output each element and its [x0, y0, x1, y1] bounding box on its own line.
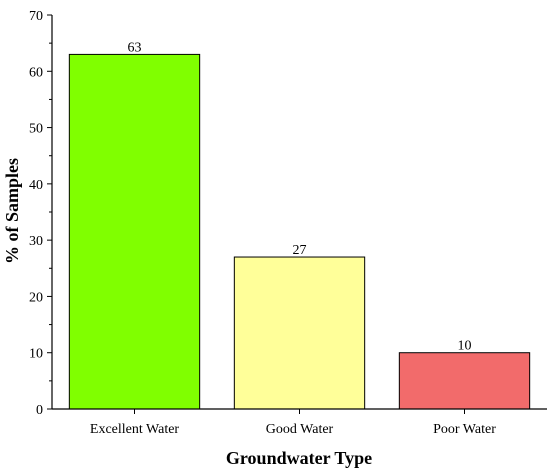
x-tick-label: Good Water [266, 422, 334, 437]
bar-value-label: 27 [293, 243, 307, 258]
x-tick-label: Excellent Water [90, 422, 180, 437]
y-axis-ticks: 0 10 20 30 40 50 60 70 [29, 9, 52, 418]
y-tick-label: 0 [36, 403, 43, 418]
y-tick-label: 60 [29, 65, 43, 80]
y-tick-label: 70 [29, 9, 43, 24]
x-tick-label: Poor Water [433, 422, 496, 437]
bar-value-label: 10 [458, 339, 472, 354]
bars: 63 27 10 [68, 40, 531, 410]
y-tick-label: 50 [29, 122, 43, 137]
x-axis-title: Groundwater Type [226, 448, 372, 468]
y-tick-label: 20 [29, 290, 43, 305]
y-axis-title: % of Samples [2, 158, 22, 264]
y-tick-label: 40 [29, 178, 43, 193]
bar [398, 352, 531, 410]
bar [68, 53, 201, 410]
y-tick-label: 10 [29, 347, 43, 362]
y-tick-label: 30 [29, 234, 43, 249]
bar-value-label: 63 [128, 40, 142, 55]
x-axis-ticks: Excellent Water Good Water Poor Water [90, 409, 496, 437]
bar [233, 256, 366, 410]
